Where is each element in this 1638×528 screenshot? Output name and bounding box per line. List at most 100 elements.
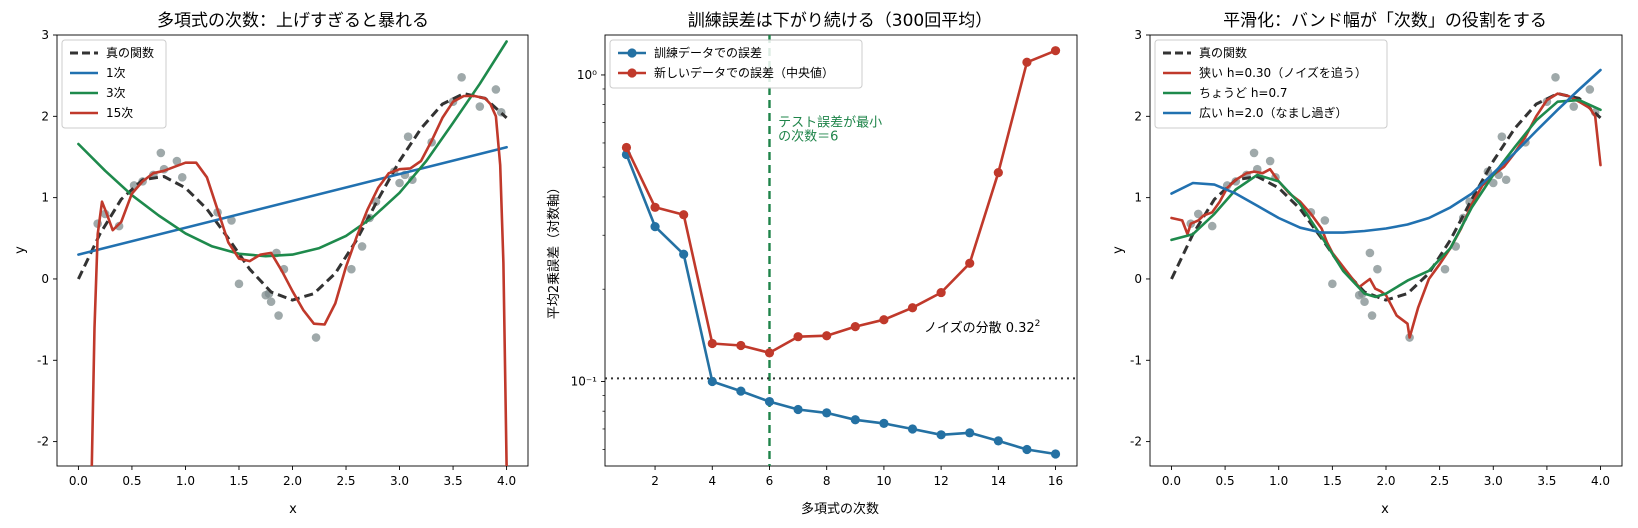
legend-marker (627, 48, 637, 58)
data-point (395, 178, 404, 188)
legend-label: 真の関数 (1199, 45, 1247, 60)
y-tick-label: 1 (41, 191, 49, 205)
plot-area (605, 35, 1077, 466)
series-line-item (625, 154, 1056, 456)
data-point (1569, 102, 1579, 111)
data-point (1367, 311, 1377, 320)
data-point (156, 148, 166, 158)
x-tick-label: 0.0 (1162, 474, 1181, 488)
x-tick-label: 1.5 (1323, 474, 1342, 488)
data-point (475, 102, 485, 111)
series-marker (879, 315, 889, 325)
series-marker (793, 332, 803, 342)
legend-box (609, 39, 863, 89)
data-point (457, 72, 466, 82)
y-tick-label: -2 (37, 435, 49, 449)
panel-error-vs-degree: 訓練誤差は下がり続ける（300回平均） 多項式の次数 平均2乗誤差（対数軸） 2… (546, 11, 1078, 517)
y-tick-label: -1 (37, 353, 49, 367)
series-marker (965, 428, 975, 438)
series-marker (650, 222, 660, 232)
data-point (1265, 156, 1275, 166)
series-marker (822, 331, 832, 341)
series-line-15 (90, 94, 508, 466)
series-marker (965, 258, 975, 268)
data-point (1551, 72, 1560, 82)
plot-area (77, 40, 508, 466)
data-point (234, 279, 244, 289)
series-marker (1022, 444, 1032, 455)
annotation-text: テスト誤差が最小 (778, 114, 882, 130)
data-point (1501, 175, 1511, 185)
x-tick-label: 3.0 (1484, 474, 1503, 488)
data-point (266, 297, 276, 307)
x-tick-label: 16 (1048, 474, 1063, 488)
legend-label: 訓練データでの誤差 (654, 45, 762, 60)
series-marker (936, 287, 946, 298)
data-point (1488, 178, 1498, 188)
y-tick-label: 2 (1134, 109, 1142, 123)
annotation-text: ノイズの分散 0.322 (924, 319, 1040, 336)
series-line-3 (77, 40, 508, 258)
x-tick-label: 10 (876, 474, 891, 488)
data-point (177, 173, 187, 182)
series-marker (993, 436, 1003, 446)
x-tick-label: 2.5 (1430, 474, 1449, 488)
data-point (1320, 216, 1330, 225)
data-point (403, 132, 413, 141)
series-line-item (1170, 92, 1602, 302)
series-marker (907, 303, 918, 313)
series-marker (1050, 46, 1061, 56)
y-tick-label: 3 (41, 28, 49, 42)
y-tick-label: 0 (41, 272, 49, 286)
legend-box (61, 39, 167, 129)
legend-label: 新しいデータでの誤差（中央値） (654, 65, 834, 80)
y-tick-label: 2 (41, 109, 49, 123)
legend-box (1154, 39, 1388, 129)
x-tick-label: 1.5 (229, 474, 248, 488)
y-tick-label: 1 (1134, 191, 1142, 205)
panel2-xlabel: 多項式の次数 (801, 501, 879, 517)
series-marker (936, 430, 946, 440)
data-point (1373, 264, 1382, 274)
data-point (1249, 148, 1259, 158)
plot-area (1170, 68, 1602, 342)
series-marker (707, 338, 717, 349)
series-marker (650, 202, 660, 212)
x-tick-label: 12 (933, 474, 948, 488)
panel1-ylabel: y (13, 246, 28, 254)
legend-label: 3次 (106, 86, 126, 100)
series-marker (621, 142, 632, 153)
data-point (1360, 297, 1369, 307)
x-tick-label: 4.0 (497, 474, 516, 488)
data-point (491, 85, 501, 94)
x-tick-label: 0.5 (1216, 474, 1235, 488)
series-marker (907, 424, 918, 434)
legend-label: 1次 (106, 66, 126, 80)
series-marker (764, 396, 775, 407)
panel2-ylabel: 平均2乗誤差（対数軸） (546, 181, 562, 319)
data-point (347, 264, 356, 274)
panel2-title: 訓練誤差は下がり続ける（300回平均） (688, 11, 992, 31)
series-marker (793, 404, 803, 415)
panel-polynomial-fits: 多項式の次数：上げすぎると暴れる x y 0.0 0.5 1.0 1.5 2.0 2.5 3… (13, 11, 529, 517)
legend-label: 15次 (106, 106, 133, 120)
panel3-xlabel: x (1381, 502, 1389, 517)
data-point (1365, 248, 1375, 258)
series-marker (850, 322, 860, 332)
legend-label: ちょうど h=0.7 (1199, 86, 1288, 100)
data-point (1497, 132, 1507, 141)
y-tick-label: 10⁻¹ (571, 374, 598, 388)
x-tick-label: 0.5 (122, 474, 141, 488)
x-tick-label: 3.5 (444, 474, 463, 488)
x-tick-label: 2.0 (283, 474, 302, 488)
x-tick-label: 4.0 (1591, 474, 1610, 488)
x-tick-label: 1.0 (176, 474, 195, 488)
series-line-1 (77, 145, 508, 256)
x-tick-label: 2.0 (1376, 474, 1395, 488)
series-marker (679, 210, 689, 220)
x-tick-label: 4 (708, 474, 716, 488)
legend-label: 広い h=2.0（なまし過ぎ） (1199, 106, 1348, 120)
